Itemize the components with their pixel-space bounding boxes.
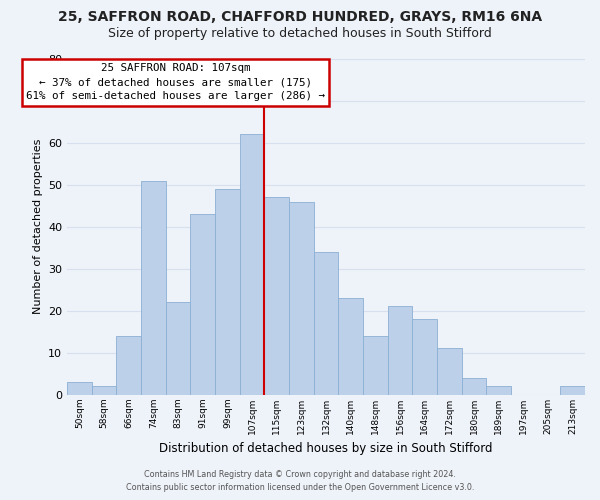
Text: Contains HM Land Registry data © Crown copyright and database right 2024.
Contai: Contains HM Land Registry data © Crown c… [126,470,474,492]
Text: 25, SAFFRON ROAD, CHAFFORD HUNDRED, GRAYS, RM16 6NA: 25, SAFFRON ROAD, CHAFFORD HUNDRED, GRAY… [58,10,542,24]
Bar [412,319,437,394]
Bar [166,302,190,394]
Bar [289,202,314,394]
Bar [388,306,412,394]
Bar [190,214,215,394]
Bar [461,378,487,394]
Bar [67,382,92,394]
Bar [363,336,388,394]
Bar [215,189,240,394]
Text: 25 SAFFRON ROAD: 107sqm
← 37% of detached houses are smaller (175)
61% of semi-d: 25 SAFFRON ROAD: 107sqm ← 37% of detache… [26,63,325,101]
X-axis label: Distribution of detached houses by size in South Stifford: Distribution of detached houses by size … [159,442,493,455]
Text: Size of property relative to detached houses in South Stifford: Size of property relative to detached ho… [108,28,492,40]
Bar [487,386,511,394]
Bar [92,386,116,394]
Bar [116,336,141,394]
Bar [240,134,265,394]
Bar [338,298,363,394]
Bar [141,180,166,394]
Bar [437,348,461,395]
Bar [314,252,338,394]
Bar [560,386,585,394]
Bar [265,198,289,394]
Y-axis label: Number of detached properties: Number of detached properties [32,139,43,314]
